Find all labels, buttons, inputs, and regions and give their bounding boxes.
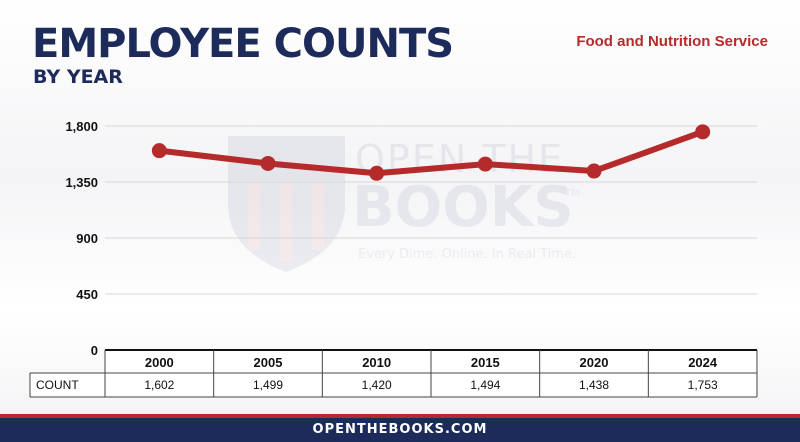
series-line (156, 128, 706, 177)
y-tick-label: 900 (76, 231, 98, 246)
y-axis: 0 450 900 1,350 1,800 (65, 119, 98, 358)
shield-stripe (280, 180, 292, 262)
shield-stripe (312, 180, 324, 250)
data-table: COUNT 2000 1,602 2005 1,499 2010 1,420 2015 1,49… (29, 349, 758, 398)
data-point (695, 124, 711, 140)
page-title: EMPLOYEE COUNTS (32, 21, 454, 67)
y-tick-label: 1,350 (65, 175, 98, 190)
x-tick-label: 2000 (145, 355, 174, 370)
shield-stripe (248, 180, 260, 250)
table-label-background (30, 373, 105, 397)
data-label: 1,494 (470, 378, 500, 392)
y-tick-label: 1,800 (65, 119, 98, 134)
data-point (151, 143, 167, 159)
data-label: 1,499 (253, 378, 283, 392)
series-line-group (151, 124, 711, 181)
data-point (586, 163, 602, 179)
x-tick-label: 2024 (688, 355, 718, 370)
data-point (369, 165, 385, 181)
table-row-label: COUNT (36, 378, 79, 392)
data-point (260, 155, 276, 171)
data-label: 1,438 (579, 378, 609, 392)
watermark-brand-line2: BOOKS (352, 175, 574, 240)
data-label: 1,602 (144, 378, 174, 392)
chart-grid (105, 125, 757, 295)
y-tick-label: 0 (91, 343, 98, 358)
x-tick-label: 2020 (580, 355, 609, 370)
watermark-tagline: Every Dime. Online. In Real Time. (358, 247, 576, 262)
x-tick-label: 2010 (362, 355, 391, 370)
x-tick-label: 2015 (471, 355, 500, 370)
footer-website-link[interactable]: OPENTHEBOOKS.COM (0, 418, 800, 442)
page-subtitle: BY YEAR (33, 66, 123, 88)
data-point (477, 156, 493, 172)
agency-name: Food and Nutrition Service (576, 33, 768, 50)
watermark-tm: TM (564, 188, 580, 199)
y-tick-label: 450 (76, 287, 98, 302)
footer-accent-bar (0, 414, 800, 418)
x-tick-label: 2005 (254, 355, 283, 370)
data-label: 1,420 (362, 378, 392, 392)
data-label: 1,753 (688, 378, 718, 392)
watermark: OPEN THE BOOKS TM Every Dime. Online. In… (228, 136, 580, 272)
